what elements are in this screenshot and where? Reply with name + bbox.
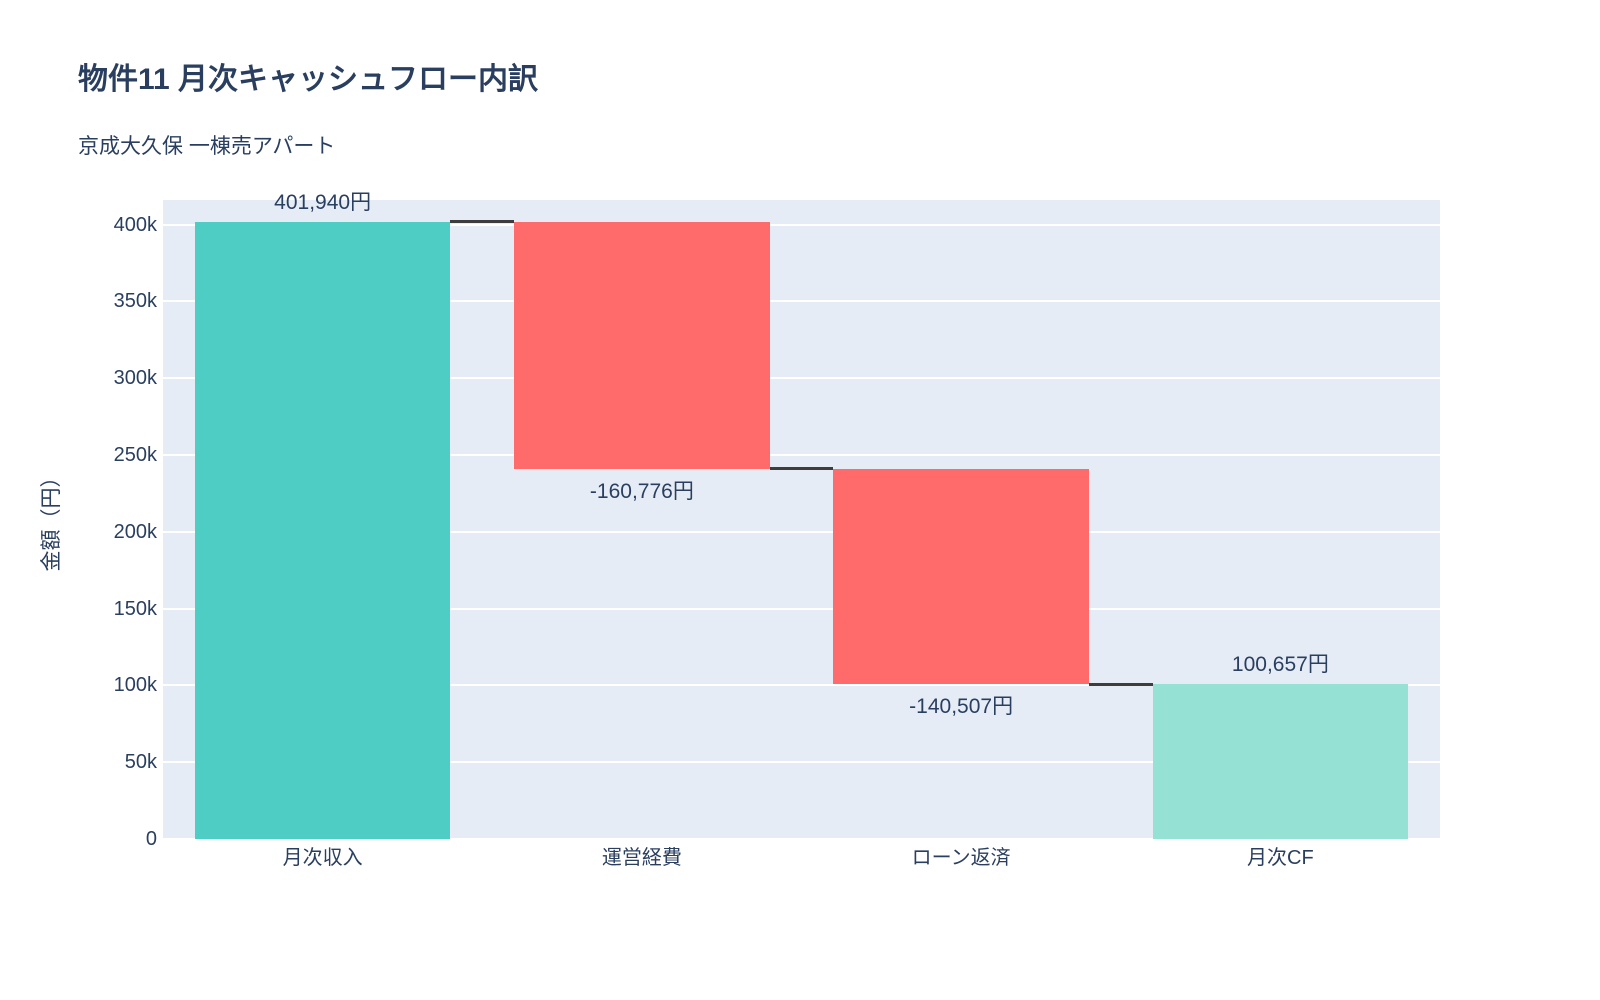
waterfall-bar-月次収入[interactable]	[194, 221, 451, 839]
chart-title: 物件11 月次キャッシュフロー内訳	[78, 63, 539, 96]
y-tick-label: 200k	[113, 520, 157, 543]
x-tick-label: 運営経費	[601, 847, 682, 869]
bar-value-label: 100,657円	[1231, 653, 1329, 677]
y-tick-label: 250k	[113, 443, 157, 466]
waterfall-connector	[450, 220, 515, 224]
gridline	[163, 453, 1440, 456]
waterfall-connector	[769, 467, 834, 471]
y-tick-label: 0	[145, 828, 157, 850]
x-tick-label: ローン返済	[911, 847, 1011, 869]
gridline	[163, 530, 1440, 533]
gridline	[163, 838, 1440, 840]
x-tick-label: 月次収入	[282, 847, 363, 869]
waterfall-bar-ローン返済[interactable]	[833, 468, 1089, 685]
x-tick-label: 月次CF	[1247, 847, 1314, 869]
y-tick-label: 350k	[113, 290, 157, 313]
waterfall-bar-月次CF[interactable]	[1152, 684, 1409, 839]
plot-area	[163, 200, 1440, 840]
y-tick-label: 400k	[113, 213, 157, 236]
gridline	[163, 607, 1440, 610]
bar-value-label: -140,507円	[909, 695, 1014, 719]
gridline	[163, 223, 1440, 226]
chart-subtitle: 京成大久保 一棟売アパート	[78, 135, 336, 158]
gridline	[163, 684, 1440, 687]
gridline	[163, 377, 1440, 380]
y-tick-label: 100k	[113, 674, 157, 697]
bar-value-label: -160,776円	[589, 479, 694, 503]
y-tick-label: 150k	[113, 597, 157, 620]
y-tick-label: 300k	[113, 367, 157, 390]
gridline	[163, 761, 1440, 764]
waterfall-bar-運営経費[interactable]	[514, 221, 770, 469]
y-tick-label: 50k	[124, 751, 157, 774]
bar-value-label: 401,940円	[274, 190, 372, 214]
waterfall-connector	[1088, 682, 1153, 686]
gridline	[163, 300, 1440, 303]
